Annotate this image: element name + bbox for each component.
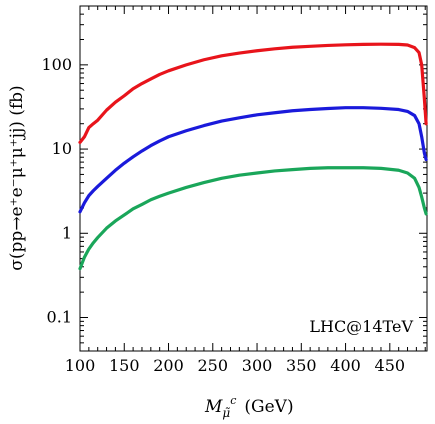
y-tick-label: 100 [41, 55, 72, 74]
x-axis-title-sup: c [230, 394, 236, 407]
axis-ticks [79, 6, 427, 351]
y-axis-title: σ(pp→e⁺e⁻μ⁺μ⁺jj) (fb) [7, 85, 27, 270]
x-tick-label: 350 [286, 356, 317, 375]
series-group [78, 42, 428, 271]
x-axis-title: Mμ̃c (GeV) [204, 394, 294, 420]
x-tick-label: 200 [153, 356, 184, 375]
x-tick-label: 150 [109, 356, 140, 375]
series-line-2 [78, 106, 428, 214]
series-line-3 [78, 166, 428, 271]
x-axis-title-unit: (GeV) [244, 397, 293, 417]
x-axis-title-main: M [204, 397, 223, 417]
series-line-1 [78, 42, 428, 144]
x-tick-labels: 100 150 200 250 300 350 400 450 [65, 356, 405, 375]
plot-frame [79, 5, 428, 352]
x-tick-label: 300 [242, 356, 273, 375]
x-tick-label: 400 [330, 356, 361, 375]
y-tick-label: 10 [52, 139, 72, 158]
x-tick-label: 250 [198, 356, 229, 375]
y-tick-label: 0.1 [47, 307, 72, 326]
y-tick-labels: 0.1 1 10 100 [41, 55, 72, 327]
y-tick-label: 1 [62, 223, 72, 242]
annotation-label: LHC@14TeV [309, 317, 413, 336]
x-tick-label: 100 [65, 356, 96, 375]
x-axis-title-sub: μ̃ [222, 406, 230, 420]
x-tick-label: 450 [375, 356, 406, 375]
